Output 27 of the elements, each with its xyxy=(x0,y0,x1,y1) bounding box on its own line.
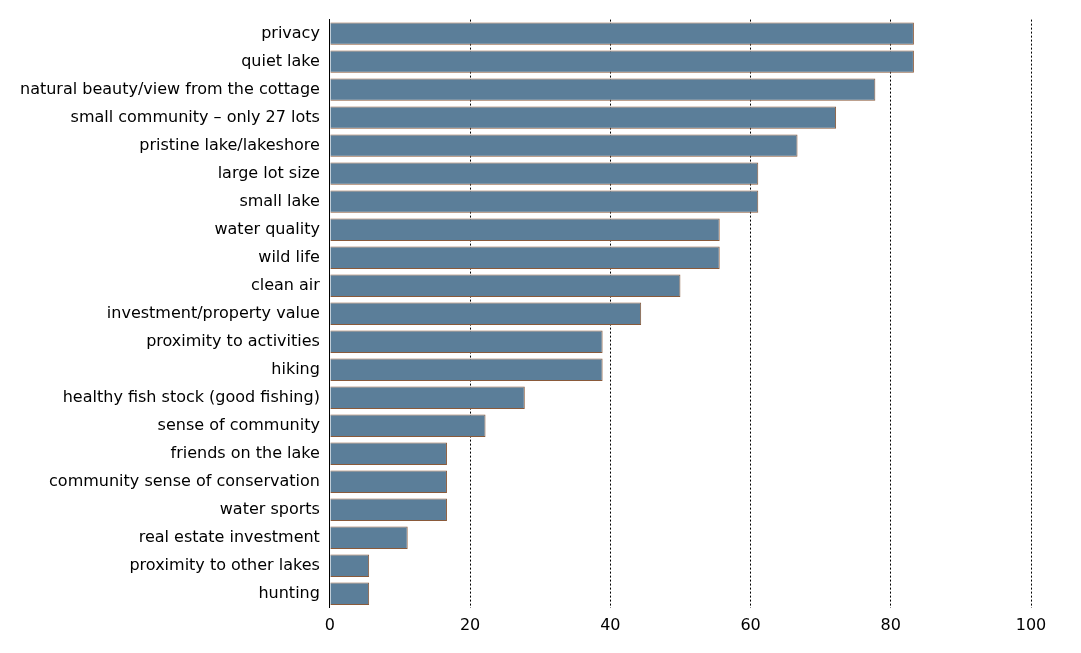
y-tick-label: pristine lake/lakeshore xyxy=(139,134,320,154)
y-tick-label: water quality xyxy=(214,218,320,238)
y-tick-label: sense of community xyxy=(157,414,320,434)
x-tick-label: 80 xyxy=(880,614,901,634)
y-tick-label: quiet lake xyxy=(241,50,320,70)
y-tick-label: proximity to other lakes xyxy=(129,554,320,574)
y-tick-label: privacy xyxy=(261,22,320,42)
y-tick-label: real estate investment xyxy=(138,526,320,546)
y-tick-label: community sense of conservation xyxy=(49,470,320,490)
y-tick-label: clean air xyxy=(250,274,321,294)
y-tick-label: hunting xyxy=(258,582,320,602)
x-tick-label: 0 xyxy=(324,614,335,634)
y-tick-label: proximity to activities xyxy=(146,330,320,350)
y-tick-label: wild life xyxy=(258,246,320,266)
x-tick-label: 100 xyxy=(1015,614,1047,634)
y-tick-label: small community – only 27 lots xyxy=(70,106,320,126)
y-tick-label: friends on the lake xyxy=(170,442,320,462)
y-tick-label: healthy fish stock (good fishing) xyxy=(62,386,320,406)
x-tick-label: 40 xyxy=(600,614,621,634)
y-tick-label: water sports xyxy=(219,498,320,518)
y-tick-label: small lake xyxy=(239,190,320,210)
y-tick-label: hiking xyxy=(271,358,320,378)
y-tick-label: large lot size xyxy=(217,162,320,182)
y-tick-label: natural beauty/view from the cottage xyxy=(19,78,320,98)
x-tick-label: 60 xyxy=(740,614,761,634)
y-tick-label: investment/property value xyxy=(106,302,320,322)
x-tick-label: 20 xyxy=(459,614,481,634)
